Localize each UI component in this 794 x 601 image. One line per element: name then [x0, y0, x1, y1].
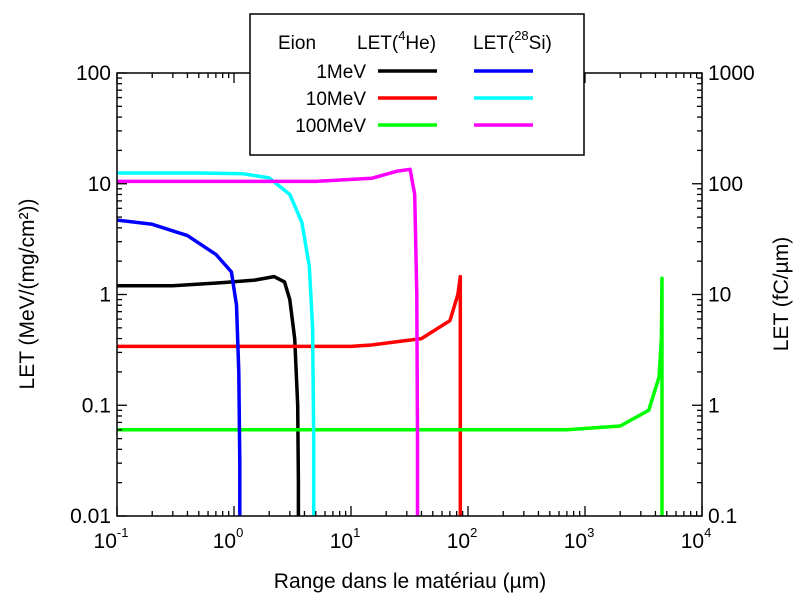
- tick-labels: 10-1 100 101 102 103 1040.010.11101000.111010…: [70, 62, 755, 553]
- x-tick-label-base: 10: [213, 530, 236, 553]
- legend-box: [249, 13, 585, 156]
- x-axis-title: Range dans le matériau (µm): [274, 570, 546, 593]
- y-tick-label: 100: [76, 62, 111, 85]
- x-tick-label-base: 10: [330, 530, 353, 553]
- y2-tick-label: 10: [708, 284, 731, 307]
- legend-header-he-suffix: He): [405, 33, 436, 54]
- series-layer: [117, 167, 664, 516]
- x-tick-label-exponent: 1: [353, 525, 360, 540]
- axis-ticks: [116, 72, 703, 517]
- legend-header-si-prefix: LET(: [473, 33, 515, 54]
- x-tick-label: 102: [447, 525, 478, 553]
- x-tick-label-exponent: 4: [704, 525, 711, 540]
- x-tick-label-base: 10: [447, 530, 470, 553]
- legend-header-si: LET(28Si): [473, 28, 552, 54]
- legend-header-si-suffix: Si): [529, 33, 552, 54]
- legend-energy-label: 1MeV: [316, 62, 366, 83]
- x-tick-label: 103: [564, 525, 595, 553]
- x-tick-label: 100: [213, 525, 244, 553]
- y-tick-label: 1: [99, 284, 111, 307]
- series-line-he-4-100mev: [117, 276, 664, 516]
- x-tick-label: 10-1: [94, 525, 129, 553]
- x-tick-label-exponent: 0: [236, 525, 243, 540]
- series-line-si-28-10mev: [117, 171, 316, 516]
- legend-rows: 1MeV 10MeV 100MeV: [295, 62, 533, 137]
- y2-tick-label: 100: [708, 173, 743, 196]
- x-tick-label-base: 10: [94, 530, 117, 553]
- legend-energy-label: 10MeV: [306, 89, 367, 110]
- x-tick-label-exponent: -1: [117, 525, 129, 540]
- y2-axis-title: LET (fC/µm): [770, 237, 793, 351]
- series-line-he-4-10mev: [117, 274, 463, 516]
- legend-energy-label: 100MeV: [295, 116, 366, 137]
- x-tick-label: 101: [330, 525, 361, 553]
- legend-header-he-sup: 4: [398, 28, 405, 43]
- y2-tick-label: 1000: [708, 62, 755, 85]
- x-tick-label-base: 10: [681, 530, 704, 553]
- x-tick-label-base: 10: [564, 530, 587, 553]
- legend-header-si-sup: 28: [514, 28, 528, 43]
- y2-tick-label: 1: [708, 394, 720, 417]
- y-tick-label: 0.01: [70, 505, 111, 528]
- y-tick-label: 0.1: [82, 394, 111, 417]
- x-tick-label-exponent: 3: [587, 525, 594, 540]
- series-line-he-4-1mev: [117, 274, 301, 516]
- series-line-si-28-1mev: [117, 218, 242, 516]
- legend-header-he-prefix: LET(: [357, 33, 399, 54]
- legend-header-he: LET(4He): [357, 28, 436, 54]
- y2-tick-label: 0.1: [708, 505, 737, 528]
- x-tick-label-exponent: 2: [470, 525, 477, 540]
- y-axis-title: LET (MeV/(mg/cm²)): [16, 199, 39, 390]
- series-line-si-28-100mev: [117, 167, 420, 516]
- x-tick-label: 104: [681, 525, 712, 553]
- legend-header-eion: Eion: [278, 33, 316, 54]
- y-tick-label: 10: [88, 173, 111, 196]
